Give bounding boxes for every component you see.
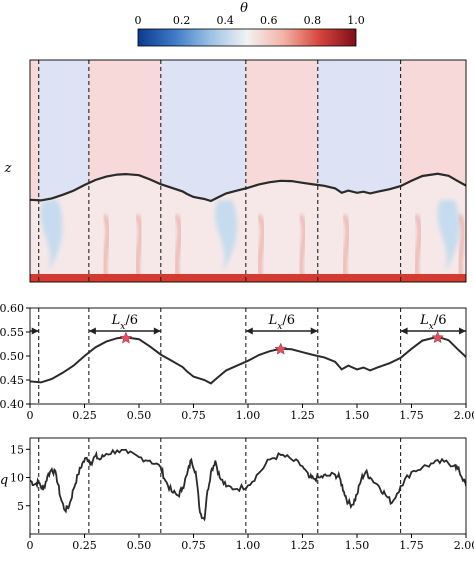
colorbar: θ 0 0.2 0.4 0.6 0.8 1.0 bbox=[135, 1, 365, 47]
colorbar-tick: 1.0 bbox=[347, 14, 365, 27]
p2-dashed-lines bbox=[38, 308, 402, 404]
p3-ylabel: q bbox=[0, 473, 8, 488]
x-tick-label: 0.75 bbox=[181, 409, 206, 422]
p3-x-ticks: 0 0.25 0.50 0.75 1.00 1.25 1.50 1.75 2.00 bbox=[27, 534, 474, 552]
arrow-label: Lx/6 bbox=[268, 313, 295, 332]
cool-plume bbox=[40, 200, 63, 272]
plume-structures bbox=[40, 200, 465, 281]
y-tick-label: 0.40 bbox=[0, 398, 24, 411]
y-tick-label: 0.55 bbox=[0, 326, 24, 339]
arrow-head bbox=[310, 327, 318, 335]
x-tick-label: 2.00 bbox=[454, 539, 474, 552]
heated-bottom-layer bbox=[30, 274, 466, 282]
arrow-head bbox=[245, 327, 253, 335]
wavelength-arrows: Lx/6 Lx/6 Lx/6 bbox=[30, 313, 466, 335]
p2-x-ticks: 0 0.25 0.50 0.75 1.00 1.25 1.50 1.75 2.00 bbox=[27, 404, 474, 422]
colorbar-label: θ bbox=[240, 1, 248, 16]
colorbar-gradient bbox=[137, 28, 357, 47]
x-tick-label: 0 bbox=[27, 539, 34, 552]
x-tick-label: 2.00 bbox=[454, 409, 474, 422]
colorbar-tick: 0.6 bbox=[260, 14, 278, 27]
colorbar-tick: 0.8 bbox=[304, 14, 322, 27]
hot-plume bbox=[299, 214, 306, 281]
x-tick-label: 0.25 bbox=[72, 409, 97, 422]
hot-plume bbox=[458, 214, 465, 281]
colorbar-tick: 0 bbox=[135, 14, 142, 27]
y-tick-label: 5 bbox=[17, 500, 24, 513]
peak-marker bbox=[431, 331, 445, 344]
field-ylabel: z bbox=[4, 161, 12, 176]
x-tick-label: 0.50 bbox=[127, 539, 152, 552]
peak-markers bbox=[119, 331, 445, 355]
hot-plume bbox=[102, 214, 110, 281]
arrow-label: Lx/6 bbox=[419, 313, 446, 332]
x-tick-label: 1.25 bbox=[290, 409, 315, 422]
hot-plume bbox=[174, 214, 182, 281]
colorbar-tick-labels: 0 0.2 0.4 0.6 0.8 1.0 bbox=[135, 14, 365, 27]
colorbar-tick: 0.2 bbox=[173, 14, 191, 27]
x-tick-label: 1.75 bbox=[399, 539, 424, 552]
field-frame bbox=[29, 59, 467, 283]
arrow-head bbox=[400, 327, 408, 335]
y-tick-label: 0.45 bbox=[0, 374, 24, 387]
field-band bbox=[30, 60, 39, 282]
y-tick-label: 10 bbox=[10, 472, 24, 485]
x-tick-label: 1.75 bbox=[399, 409, 424, 422]
interface-line bbox=[30, 172, 466, 203]
signal-line bbox=[30, 448, 466, 522]
x-tick-label: 1.00 bbox=[236, 409, 261, 422]
hot-plume bbox=[342, 214, 350, 281]
x-tick-label: 0.75 bbox=[181, 539, 206, 552]
hot-plume bbox=[414, 214, 422, 281]
peak-marker bbox=[119, 331, 133, 344]
cool-plume bbox=[214, 200, 238, 272]
hot-plume bbox=[257, 214, 265, 281]
x-tick-label: 1.00 bbox=[236, 539, 261, 552]
y-tick-label: 0.60 bbox=[0, 302, 24, 315]
x-tick-label: 0.25 bbox=[72, 539, 97, 552]
x-tick-label: 1.50 bbox=[345, 539, 370, 552]
p3-dashed-lines bbox=[38, 438, 402, 534]
arrow-label: Lx/6 bbox=[111, 313, 138, 332]
signal-panel: q 5 10 15 0 0.25 0.50 0.75 1.00 1.25 1.50 1.75 2.0… bbox=[0, 437, 474, 552]
peak-marker bbox=[274, 342, 288, 355]
field-dashed-lines bbox=[38, 60, 402, 282]
interface-height-panel: Lx/6 Lx/6 Lx/6 0.400.450.500.550.60 0 0.25 0… bbox=[0, 302, 474, 422]
temperature-field-panel: z bbox=[4, 59, 467, 283]
y-tick-label: 0.50 bbox=[0, 350, 24, 363]
p3-y-ticks: 5 10 15 bbox=[10, 443, 30, 513]
hot-plume bbox=[135, 214, 143, 281]
arrow-head bbox=[31, 327, 39, 335]
cool-plume bbox=[437, 200, 460, 272]
arrow-head bbox=[459, 327, 466, 335]
p2-y-ticks: 0.40 0.45 0.50 0.55 0.60 bbox=[0, 302, 30, 411]
y-tick-label: 15 bbox=[10, 443, 24, 456]
interface-height-line bbox=[30, 335, 466, 385]
arrow-head bbox=[153, 327, 161, 335]
x-tick-label: 0.50 bbox=[127, 409, 152, 422]
arrow-head bbox=[88, 327, 96, 335]
x-tick-label: 1.50 bbox=[345, 409, 370, 422]
x-tick-label: 0 bbox=[27, 409, 34, 422]
colorbar-tick: 0.4 bbox=[216, 14, 234, 27]
x-tick-label: 1.25 bbox=[290, 539, 315, 552]
